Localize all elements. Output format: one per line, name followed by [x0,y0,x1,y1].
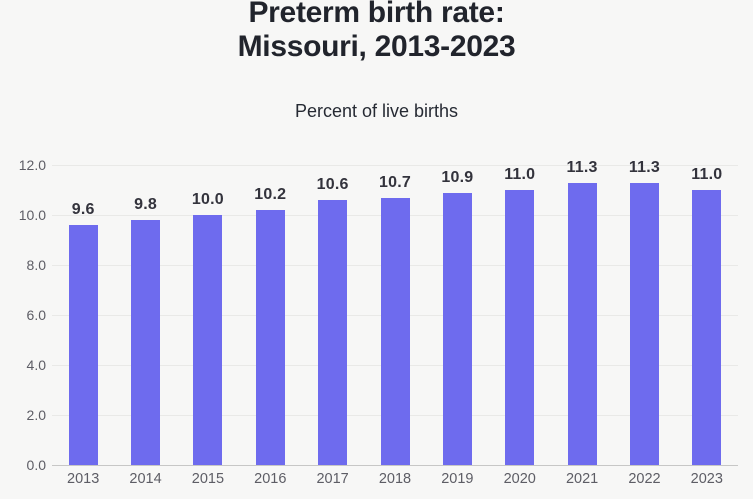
x-axis-tick-label: 2013 [67,471,100,487]
bar-value-label: 10.2 [254,186,287,203]
x-axis-tick-label: 2021 [565,471,599,487]
bar-value-label: 10.9 [441,168,474,186]
gridline [52,165,738,166]
bar-2020[interactable] [505,190,535,465]
x-axis-tick-label: 2020 [503,471,536,487]
y-axis-tick-label: 6.0 [26,307,46,323]
chart-subtitle: Percent of live births [294,101,459,121]
bar-value-label: 11.3 [628,158,660,176]
y-axis-tick-label: 10.0 [18,207,46,223]
bar-value-label: 10.0 [191,191,224,208]
bar-value-label: 11.0 [504,166,536,183]
x-axis-line [52,465,738,466]
bar-value-label: 9.8 [134,196,157,213]
x-axis-tick-label: 2016 [254,471,287,487]
x-axis-tick-label: 2022 [628,471,661,487]
y-axis-tick-label: 12.0 [18,157,46,173]
bar-2014[interactable] [131,220,161,465]
bar-value-label: 9.6 [71,201,95,218]
bar-value-label: 11.3 [566,158,598,176]
chart-title-line2: Missouri, 2013-2023 [237,30,516,63]
y-axis-tick-label: 8.0 [26,257,46,273]
x-axis-tick-label: 2017 [316,471,349,487]
bar-2019[interactable] [442,192,472,465]
x-axis-tick-label: 2018 [378,471,412,487]
y-axis-tick-label: 2.0 [26,407,46,423]
bar-2016[interactable] [255,210,285,465]
bar-2017[interactable] [318,200,348,465]
bar-2023[interactable] [692,190,722,465]
bar-value-label: 10.6 [316,176,349,193]
bar-2021[interactable] [567,182,597,465]
x-axis-tick-label: 2015 [191,471,225,487]
bar-value-label: 10.7 [379,173,411,191]
bar-2013[interactable] [68,225,98,465]
bar-value-label: 11.0 [691,166,723,183]
bar-2022[interactable] [629,182,659,465]
chart-title: Preterm birth rate: Missouri, 2013-2023 [0,0,753,64]
x-axis-tick-label: 2023 [690,471,723,487]
x-axis-tick-label: 2014 [129,471,162,487]
bar-2018[interactable] [380,197,410,465]
bar-2015[interactable] [193,215,223,465]
y-axis-tick-label: 4.0 [26,357,46,373]
x-axis-tick-label: 2019 [441,471,474,487]
chart-title-line1: Preterm birth rate: [248,0,505,29]
y-axis-tick-label: 0.0 [26,457,46,473]
